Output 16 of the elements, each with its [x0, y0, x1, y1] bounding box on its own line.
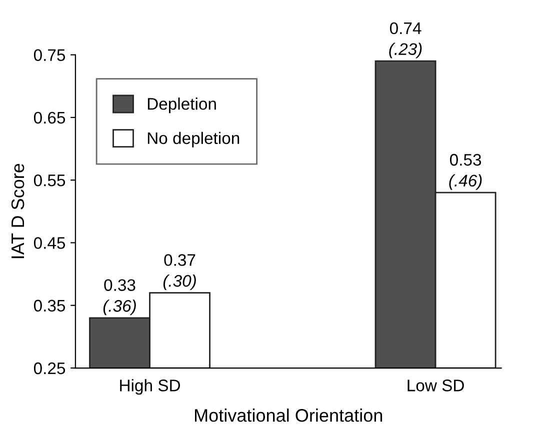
data-label: 0.37 (.30) [163, 254, 196, 290]
y-tick-label: 0.25 [34, 362, 66, 374]
y-tick-label: 0.45 [34, 237, 66, 249]
x-axis-title: Motivational Orientation [195, 408, 382, 422]
y-tick-label: 0.35 [34, 300, 66, 312]
y-tick-label: 0.65 [34, 112, 66, 124]
x-tick-label: Low SD [408, 380, 464, 392]
y-tick-label: 0.55 [34, 174, 66, 186]
data-label: 0.33 (.36) [103, 279, 136, 316]
legend-label: Depletion [148, 98, 216, 114]
data-label: 0.53 (.46) [449, 154, 482, 190]
y-axis-title: IAT D Score [11, 164, 24, 258]
legend-label: No depletion [148, 132, 240, 148]
data-label: 0.74 (.23) [389, 22, 422, 58]
y-tick-label: 0.75 [34, 49, 66, 62]
x-tick-label: High SD [120, 379, 180, 395]
